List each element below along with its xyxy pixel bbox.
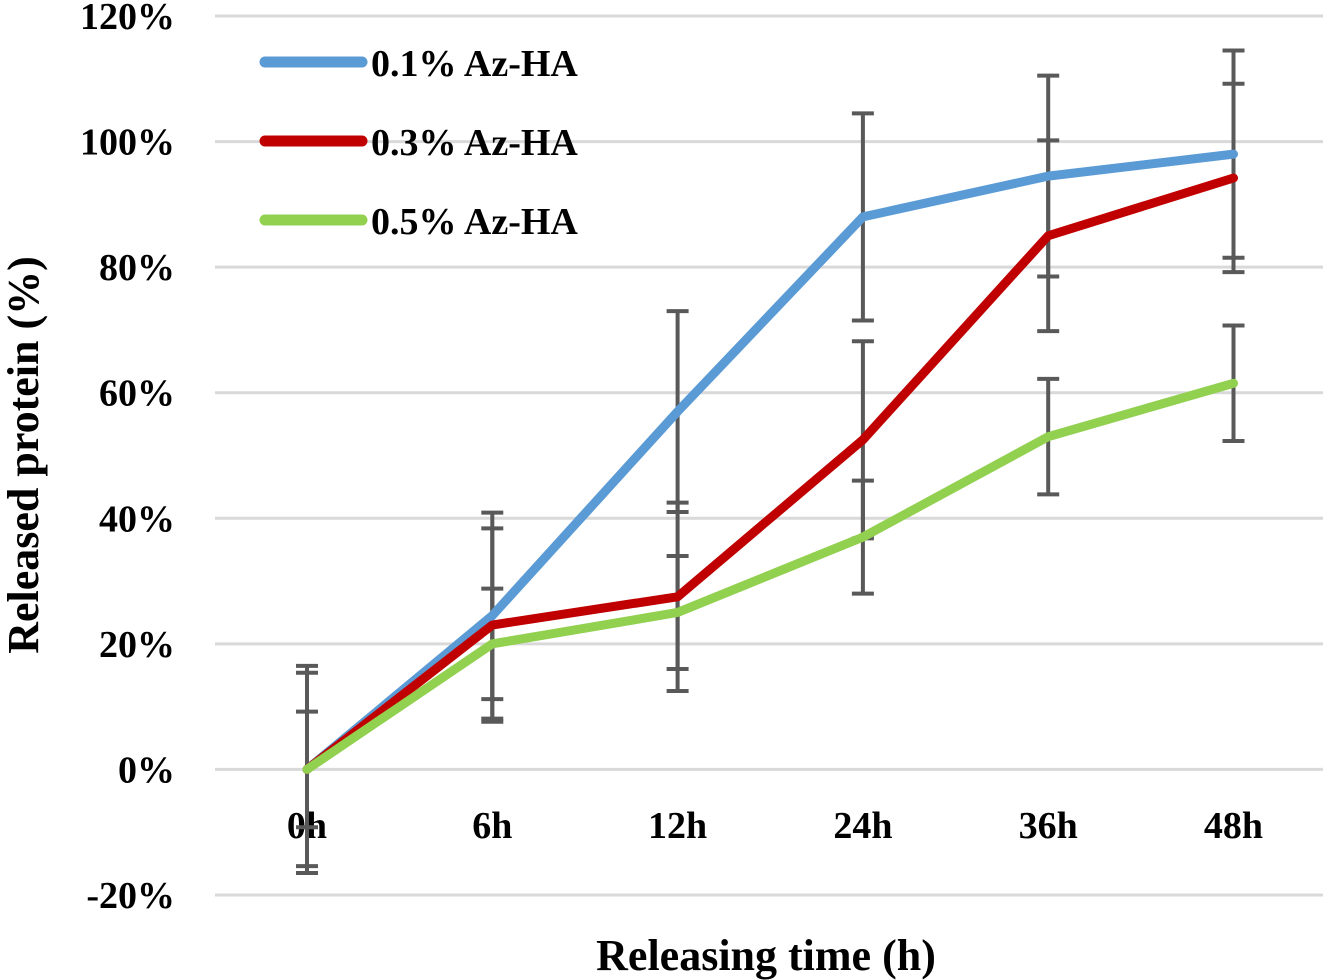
x-tick-label: 12h bbox=[648, 805, 707, 847]
series-line bbox=[302, 149, 1238, 774]
gridlines bbox=[215, 14, 1323, 897]
legend-label: 0.1% Az-HA bbox=[371, 43, 578, 85]
y-axis-title: Released protein (%) bbox=[0, 256, 48, 654]
x-tick-label: 24h bbox=[833, 805, 892, 847]
y-tick-labels: -20% 0% 20% 40% 60% 80% 100% 120% bbox=[80, 0, 175, 917]
y-tick-label: 80% bbox=[99, 247, 175, 289]
legend-label: 0.3% Az-HA bbox=[371, 122, 578, 164]
y-tick-label: 20% bbox=[99, 624, 175, 666]
x-tick-label: 36h bbox=[1019, 805, 1078, 847]
series-lines bbox=[302, 149, 1238, 774]
y-tick-label: -20% bbox=[86, 875, 175, 917]
y-tick-label: 40% bbox=[99, 498, 175, 540]
y-tick-label: 120% bbox=[80, 0, 175, 38]
legend-label: 0.5% Az-HA bbox=[371, 201, 578, 243]
x-tick-labels: 0h6h12h24h36h48h bbox=[287, 805, 1263, 847]
series-line bbox=[302, 173, 1238, 774]
y-tick-label: 0% bbox=[118, 749, 175, 791]
x-tick-label: 6h bbox=[472, 805, 512, 847]
x-axis-title: Releasing time (h) bbox=[596, 931, 936, 980]
legend: 0.1% Az-HA 0.3% Az-HA 0.5% Az-HA bbox=[259, 43, 578, 243]
y-tick-label: 60% bbox=[99, 373, 175, 415]
x-tick-label: 48h bbox=[1204, 805, 1263, 847]
y-tick-label: 100% bbox=[80, 122, 175, 164]
series-line bbox=[302, 378, 1238, 774]
